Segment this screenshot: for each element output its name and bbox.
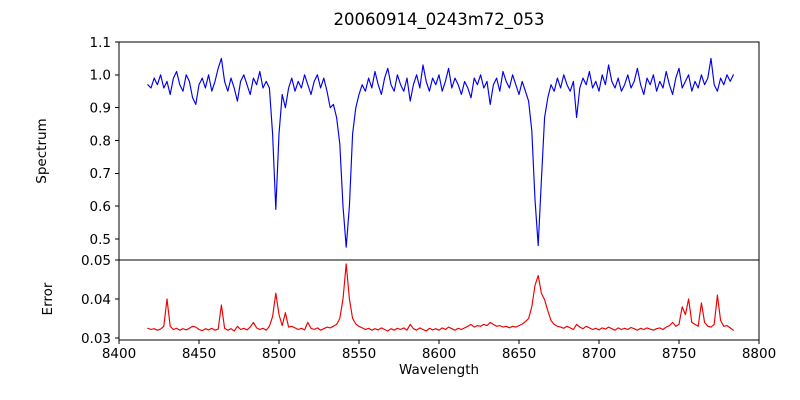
x-tick-label: 8400 <box>102 346 136 362</box>
y-tick-label: 0.7 <box>90 166 111 182</box>
y-tick-label: 0.05 <box>81 253 111 269</box>
x-tick-label: 8500 <box>262 346 296 362</box>
x-tick-label: 8550 <box>342 346 376 362</box>
x-tick-label: 8650 <box>502 346 536 362</box>
spectrum-line <box>147 57 734 248</box>
error-panel <box>118 259 760 341</box>
y-tick-label: 0.8 <box>90 133 111 149</box>
x-axis-label: Wavelength <box>398 362 480 378</box>
x-tick-label: 8800 <box>742 346 776 362</box>
x-tick-label: 8450 <box>182 346 216 362</box>
y-tick-label: 0.04 <box>81 292 111 308</box>
y-tick-label: 0.6 <box>90 199 111 215</box>
y-tick-label: 0.9 <box>90 100 111 116</box>
chart-title: 20060914_0243m72_053 <box>333 10 545 29</box>
x-tick-label: 8700 <box>582 346 616 362</box>
x-tick-label: 8600 <box>422 346 456 362</box>
error-line <box>147 263 734 332</box>
x-tick-label: 8750 <box>662 346 696 362</box>
y-tick-label: 0.03 <box>81 331 111 347</box>
y-tick-label: 1.0 <box>90 68 111 84</box>
y-tick-label: 1.1 <box>90 35 111 51</box>
y-tick-label: 0.5 <box>90 232 111 248</box>
